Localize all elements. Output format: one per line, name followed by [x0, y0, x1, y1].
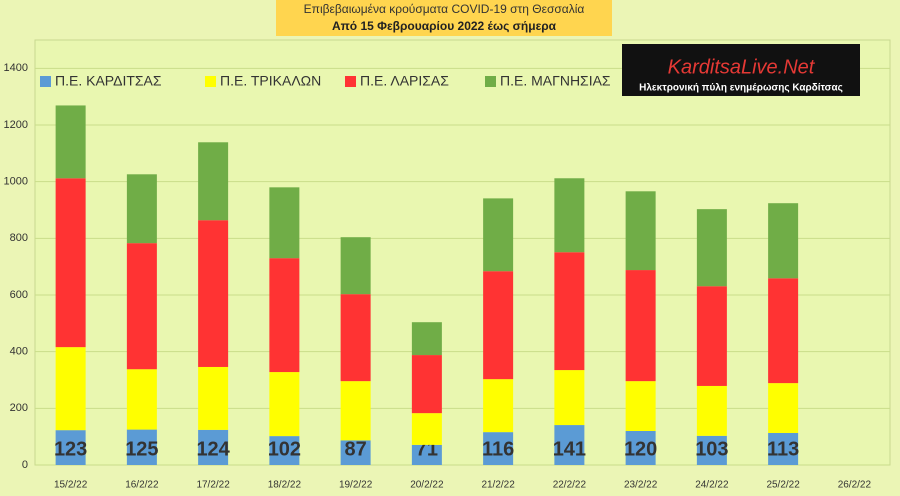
bar-segment [55, 430, 86, 465]
bar-segment [55, 105, 86, 179]
bar-segment [625, 431, 656, 465]
data-label: 102 [268, 438, 301, 460]
bar-segment [768, 383, 799, 433]
x-tick-label: 25/2/22 [766, 480, 800, 491]
x-tick-label: 20/2/22 [410, 480, 444, 491]
x-tick-label: 15/2/22 [54, 480, 88, 491]
logo-name: KarditsaLive.Net [668, 56, 816, 78]
bar-segment [411, 444, 442, 465]
bar-segment [696, 286, 727, 386]
bar-segment [269, 372, 300, 437]
bar-segment [696, 385, 727, 436]
bar-segment [768, 278, 799, 384]
legend-swatch [485, 76, 496, 87]
bar-segment [483, 271, 514, 380]
bar-segment [411, 322, 442, 356]
bar-segment [198, 429, 229, 465]
bar-segment [55, 178, 86, 348]
legend-swatch [40, 76, 51, 87]
bar-segment [269, 187, 300, 259]
data-label: 141 [553, 438, 586, 460]
bar-segment [554, 425, 585, 465]
x-tick-label: 16/2/22 [125, 480, 159, 491]
x-tick-label: 18/2/22 [268, 480, 302, 491]
bar-segment [126, 174, 157, 244]
logo-tagline: Ηλεκτρονική πύλη ενημέρωσης Καρδίτσας [639, 83, 843, 94]
y-tick-label: 200 [10, 402, 28, 414]
bar-segment [198, 220, 229, 367]
x-tick-label: 19/2/22 [339, 480, 373, 491]
chart-title: Επιβεβαιωμένα κρούσματα COVID-19 στη Θεσ… [304, 2, 585, 16]
logo-box [622, 44, 860, 96]
title-box [276, 0, 612, 36]
data-label: 124 [196, 438, 230, 460]
y-tick-label: 1000 [4, 176, 28, 188]
bar-segment [483, 432, 514, 465]
data-label: 125 [125, 438, 158, 460]
data-label: 113 [767, 438, 799, 460]
bar-segment [554, 370, 585, 426]
bar-segment [340, 294, 371, 382]
x-tick-label: 17/2/22 [196, 480, 230, 491]
bar-segment [411, 413, 442, 445]
data-label: 87 [345, 438, 367, 460]
bar-segment [126, 369, 157, 430]
x-tick-label: 21/2/22 [481, 480, 515, 491]
legend-label: Π.Ε. ΚΑΡΔΙΤΣΑΣ [55, 73, 162, 89]
data-label: 116 [482, 438, 514, 460]
bar-segment [625, 381, 656, 431]
chart-subtitle: Από 15 Φεβρουαρίου 2022 έως σήμερα [332, 19, 557, 33]
bar-segment [126, 429, 157, 465]
data-label: 103 [695, 438, 728, 460]
bar-segment [696, 209, 727, 287]
y-tick-label: 0 [22, 459, 28, 471]
bar-segment [554, 178, 585, 253]
bar-segment [269, 258, 300, 373]
bar-segment [198, 142, 229, 221]
bar-segment [554, 252, 585, 371]
bar-segment [269, 436, 300, 465]
x-tick-label: 23/2/22 [624, 480, 658, 491]
legend-label: Π.Ε. ΜΑΓΝΗΣΙΑΣ [500, 73, 611, 89]
bar-segment [483, 198, 514, 272]
y-tick-label: 1400 [4, 62, 28, 74]
data-label: 123 [54, 438, 87, 460]
plot: 0 200 400 600 800 1000 1200 1400 15/2/22 16/2/22 1… [4, 62, 890, 491]
x-tick-label: 26/2/22 [838, 480, 872, 491]
y-tick-label: 800 [10, 232, 28, 244]
bar-segment [483, 379, 514, 433]
data-label: 120 [624, 438, 657, 460]
bar-segment [768, 432, 799, 465]
y-tick-label: 600 [10, 289, 28, 301]
bar-segment [625, 191, 656, 271]
legend-swatch [345, 76, 356, 87]
bar-segment [340, 381, 371, 441]
bar-segment [768, 203, 799, 279]
bar-segment [411, 355, 442, 414]
legend-label: Π.Ε. ΛΑΡΙΣΑΣ [360, 73, 449, 89]
y-tick-label: 1200 [4, 119, 28, 131]
x-tick-label: 22/2/22 [553, 480, 587, 491]
bar-segment [126, 243, 157, 370]
bar-segment [198, 366, 229, 430]
bar-segment [625, 270, 656, 382]
legend-swatch [205, 76, 216, 87]
legend-label: Π.Ε. ΤΡΙΚΑΛΩΝ [220, 73, 321, 89]
bar-segment [340, 237, 371, 295]
bar-segment [55, 347, 86, 431]
y-tick-label: 400 [10, 346, 28, 358]
plot-area [34, 39, 891, 466]
bar-segment [696, 435, 727, 465]
bar-segment [340, 440, 371, 465]
x-tick-label: 24/2/22 [695, 480, 729, 491]
